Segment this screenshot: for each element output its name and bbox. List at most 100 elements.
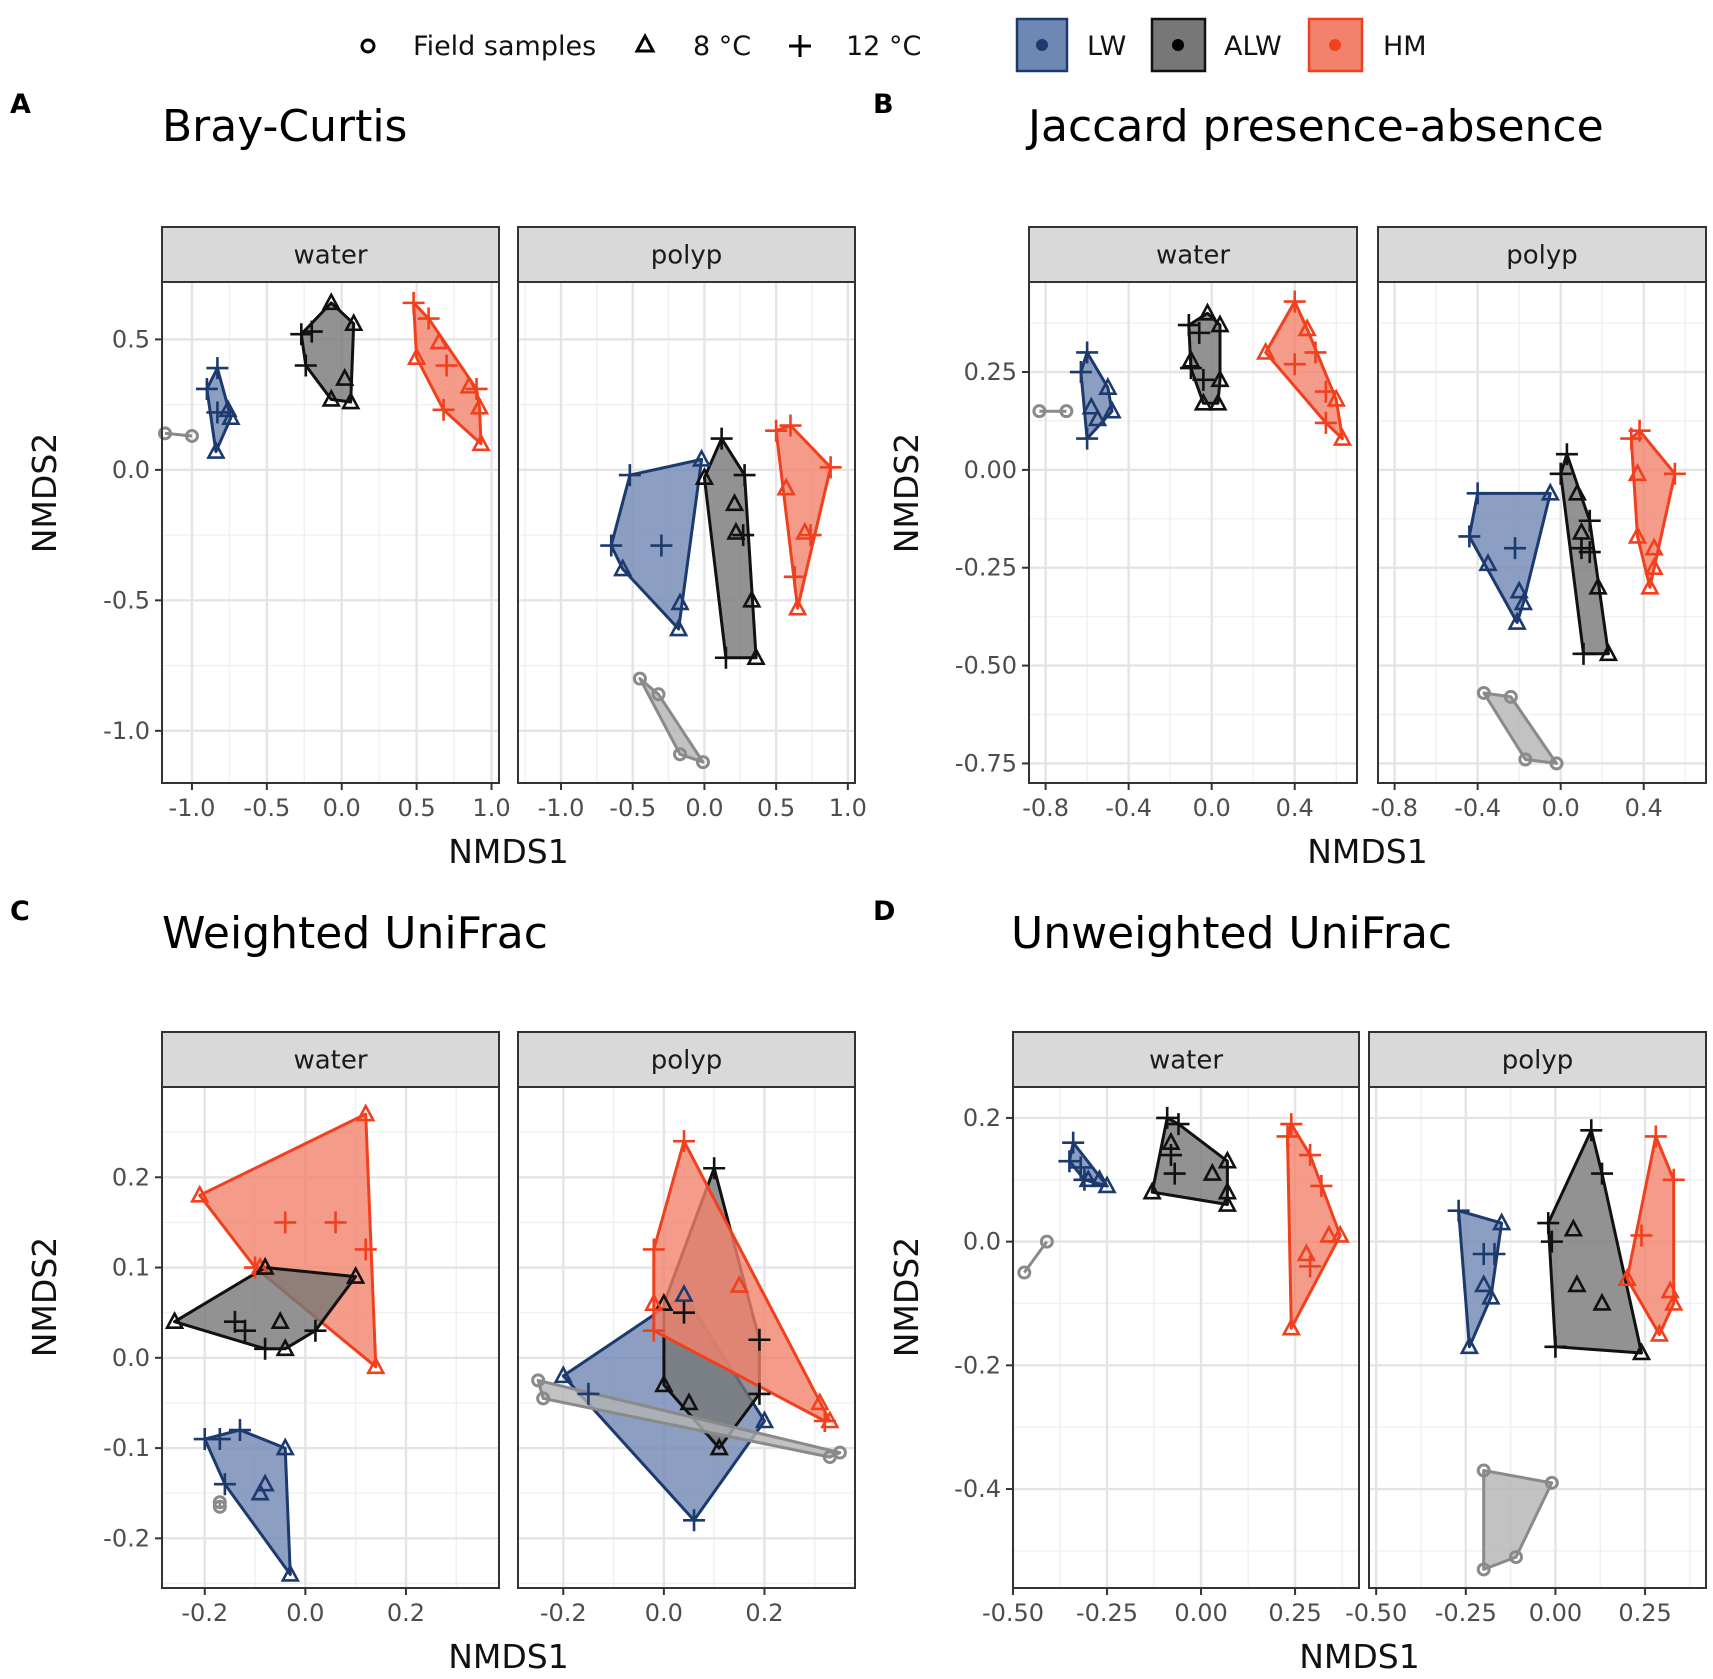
point-8c-alw xyxy=(746,646,766,666)
point-8c-alw xyxy=(275,1338,295,1357)
point-12c-hm xyxy=(324,1211,347,1234)
point-8c-lw xyxy=(221,406,241,425)
point-12c-lw xyxy=(1447,1199,1470,1222)
point-12c-lw xyxy=(577,1382,600,1405)
point-8c-hm xyxy=(190,1184,210,1203)
facet-strip-label: water xyxy=(1156,241,1230,271)
point-12c-alw xyxy=(1156,1106,1179,1129)
point-12c-hm xyxy=(1314,380,1337,403)
hull-lw xyxy=(203,1428,292,1576)
point-12c-alw xyxy=(714,646,737,669)
point-12c-alw xyxy=(733,464,756,487)
chart-title: Unweighted UniFrac xyxy=(1011,908,1452,959)
x-tick-label: 1.0 xyxy=(829,794,867,822)
point-12c-hm xyxy=(432,398,455,421)
point-8c-hm xyxy=(1617,1267,1637,1287)
point-8c-alw xyxy=(321,388,341,407)
legend-shape-8c: 8 °C xyxy=(634,31,751,62)
point-8c-hm xyxy=(1644,537,1664,556)
point-8c-alw xyxy=(1161,1131,1181,1150)
point-12c-hm xyxy=(465,377,488,400)
facet-strip-label: polyp xyxy=(1502,1046,1574,1076)
point-8c-alw xyxy=(726,521,746,540)
point-12c-alw xyxy=(1540,1230,1563,1253)
point-12c-alw xyxy=(290,323,313,346)
x-tick-label: 0.0 xyxy=(1542,794,1580,822)
y-tick-label: 0.2 xyxy=(963,1104,1001,1132)
point-12c-alw xyxy=(1188,321,1211,344)
point-8c-hm xyxy=(1332,427,1353,446)
point-8c-lw xyxy=(613,558,633,577)
point-12c-lw xyxy=(208,1428,231,1451)
legend-dot-hm xyxy=(1329,39,1341,51)
point-8c-lw xyxy=(280,1563,300,1582)
point-8c-hm xyxy=(1627,463,1648,482)
point-8c-hm xyxy=(787,597,808,616)
hull-alw xyxy=(1546,1128,1643,1355)
point-12c-hm xyxy=(799,524,822,547)
point-field-sample xyxy=(1476,1463,1491,1478)
point-12c-lw xyxy=(1483,1243,1506,1265)
point-field-sample xyxy=(832,1445,847,1460)
legend-label-lw: LW xyxy=(1087,31,1126,62)
point-12c-lw xyxy=(1073,1168,1096,1191)
point-8c-hm xyxy=(1640,576,1660,595)
point-8c-alw xyxy=(654,1292,674,1311)
y-tick-label: 0.5 xyxy=(112,325,150,353)
point-8c-hm xyxy=(810,1392,830,1411)
y-axis-label: NMDS2 xyxy=(887,1237,926,1358)
y-tick-label: -0.75 xyxy=(955,749,1017,777)
point-8c-hm xyxy=(776,477,796,496)
y-axis-label: NMDS2 xyxy=(25,433,64,554)
panel-border xyxy=(517,281,856,784)
point-12c-lw xyxy=(683,1509,706,1532)
point-8c-hm xyxy=(1649,1323,1670,1342)
point-8c-lw xyxy=(553,1365,573,1384)
point-8c-alw xyxy=(1588,576,1608,595)
y-tick-label: -0.2 xyxy=(103,1524,150,1552)
legend-label-8c: 8 °C xyxy=(693,31,751,62)
point-8c-hm xyxy=(820,1410,840,1429)
point-12c-hm xyxy=(1630,1224,1653,1247)
y-tick-label: 0.00 xyxy=(964,456,1017,484)
chart-a: A Bray-Curtis NMDS2 NMDS1 water -1.0 -0.5 0.0 0.… xyxy=(10,89,867,871)
point-12c-lw xyxy=(213,1473,236,1496)
point-field-sample xyxy=(531,1373,546,1388)
panel-border xyxy=(1368,1086,1707,1589)
point-12c-lw xyxy=(1058,1150,1081,1173)
point-12c-hm xyxy=(642,1319,665,1342)
facet-strip-label: water xyxy=(293,241,367,271)
point-8c-alw xyxy=(344,312,364,332)
point-8c-alw xyxy=(1631,1342,1652,1361)
point-8c-lw xyxy=(250,1482,270,1501)
point-8c-lw xyxy=(691,448,712,467)
point-12c-lw xyxy=(618,464,641,487)
point-8c-alw xyxy=(1567,1274,1587,1293)
point-12c-hm xyxy=(765,419,788,442)
y-tick-label: -0.4 xyxy=(954,1475,1001,1503)
x-tick-label: -0.25 xyxy=(1076,1599,1138,1627)
point-8c-lw xyxy=(206,440,226,459)
point-12c-alw xyxy=(703,1157,726,1180)
point-8c-lw xyxy=(1459,1336,1480,1355)
point-8c-hm xyxy=(729,1274,749,1293)
point-12c-lw xyxy=(1069,361,1092,384)
point-field-sample xyxy=(184,428,199,443)
point-12c-alw xyxy=(672,1301,695,1324)
point-8c-alw xyxy=(335,367,355,386)
facet-panel-water: water -1.0 -0.5 0.0 0.5 1.0 -1.0 -0.5 0.0 0.5 xyxy=(103,226,511,822)
hull-field xyxy=(1482,1469,1554,1571)
legend-dot-alw xyxy=(1172,39,1184,51)
panel-letter: A xyxy=(10,89,31,120)
y-tick-label: 0.0 xyxy=(112,1344,150,1372)
point-12c-alw xyxy=(710,427,733,450)
x-tick-label: 0.0 xyxy=(323,794,361,822)
y-tick-label: -0.50 xyxy=(955,652,1017,680)
y-axis-label: NMDS2 xyxy=(25,1237,64,1358)
point-8c-hm xyxy=(1644,556,1664,576)
point-field-sample xyxy=(212,1499,227,1514)
point-12c-hm xyxy=(1644,1125,1667,1148)
point-field-sample xyxy=(536,1391,551,1406)
point-8c-hm xyxy=(1281,1317,1301,1336)
point-12c-hm xyxy=(779,414,802,437)
